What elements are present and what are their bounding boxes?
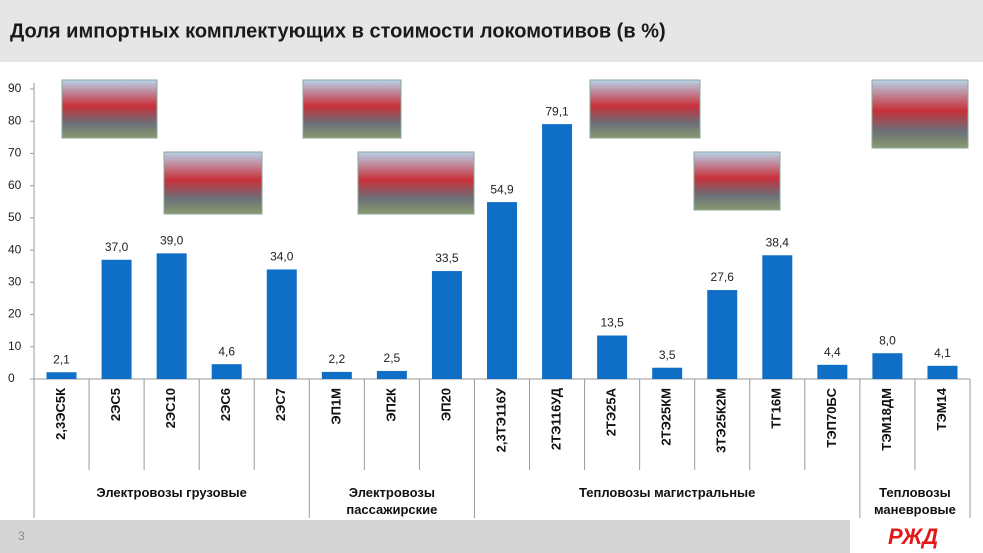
value-label: 54,9 bbox=[490, 182, 514, 196]
value-label: 2,2 bbox=[328, 352, 345, 366]
x-tick-label: ЭП2К bbox=[383, 388, 398, 422]
x-tick-label: 2,3ЭС5К bbox=[53, 388, 68, 440]
group-label: Тепловозы маневровые bbox=[873, 485, 956, 517]
photo bbox=[302, 79, 402, 139]
y-tick-label: 20 bbox=[8, 307, 22, 321]
value-label: 2,5 bbox=[384, 351, 401, 365]
value-label: 4,4 bbox=[824, 345, 841, 359]
title-bar bbox=[0, 0, 983, 62]
y-tick-label: 10 bbox=[8, 339, 22, 353]
value-label: 27,6 bbox=[711, 270, 735, 284]
bar bbox=[652, 367, 683, 379]
bar bbox=[431, 271, 462, 379]
bar bbox=[762, 255, 793, 379]
value-label: 4,1 bbox=[934, 346, 951, 360]
value-label: 8,0 bbox=[879, 333, 896, 347]
chart-title: Доля импортных комплектующих в стоимости… bbox=[10, 20, 666, 42]
bar bbox=[707, 290, 738, 379]
value-label: 4,6 bbox=[218, 344, 235, 358]
x-tick-label: 2ЭС6 bbox=[218, 388, 233, 421]
y-tick-label: 30 bbox=[8, 275, 22, 289]
bar bbox=[597, 335, 628, 379]
photo bbox=[61, 79, 158, 139]
photo bbox=[357, 151, 475, 215]
value-label: 2,1 bbox=[53, 352, 70, 366]
y-tick-label: 50 bbox=[8, 210, 22, 224]
value-label: 13,5 bbox=[600, 316, 624, 330]
bar bbox=[487, 202, 517, 379]
photo bbox=[589, 79, 701, 139]
x-tick-label: 3ТЭ25К2М bbox=[714, 388, 729, 453]
footer-bar bbox=[0, 520, 983, 553]
x-tick-label: 2ТЭ25КМ bbox=[659, 388, 674, 446]
value-label: 34,0 bbox=[270, 250, 294, 264]
group-label: Тепловозы магистральные bbox=[578, 485, 756, 500]
x-tick-label: ТЭМ18ДМ bbox=[879, 388, 894, 451]
value-label: 37,0 bbox=[105, 240, 129, 254]
bar bbox=[321, 371, 352, 379]
x-tick-label: 2ЭС5 bbox=[108, 388, 123, 421]
value-label: 39,0 bbox=[160, 234, 184, 248]
bar bbox=[872, 353, 903, 379]
x-tick-label: 2ЭС7 bbox=[273, 388, 288, 421]
y-tick-label: 90 bbox=[8, 81, 22, 95]
x-tick-label: 2ЭС10 bbox=[163, 388, 178, 428]
x-tick-label: ЭП1М bbox=[328, 388, 343, 425]
photo bbox=[163, 151, 263, 215]
x-tick-label: ТГ16М bbox=[769, 388, 784, 429]
bar bbox=[211, 364, 242, 379]
value-label: 79,1 bbox=[545, 104, 569, 118]
photo bbox=[871, 79, 969, 149]
y-tick-label: 60 bbox=[8, 178, 22, 192]
x-tick-label: ТЭП70БС bbox=[824, 387, 839, 447]
value-label: 38,4 bbox=[766, 235, 790, 249]
x-tick-label: ЭП20 bbox=[438, 388, 453, 421]
y-tick-label: 80 bbox=[8, 113, 22, 127]
y-tick-label: 0 bbox=[8, 371, 15, 385]
x-tick-label: 2ТЭ25А bbox=[604, 387, 619, 436]
x-tick-label: ТЭМ14 bbox=[934, 387, 949, 430]
group-label: Электровозы пассажирские bbox=[346, 485, 438, 517]
logo-area bbox=[850, 520, 983, 553]
bar bbox=[266, 269, 297, 379]
bar bbox=[542, 124, 573, 379]
bar bbox=[101, 259, 132, 379]
y-tick-label: 40 bbox=[8, 242, 22, 256]
bar bbox=[376, 370, 407, 379]
page-number: 3 bbox=[18, 529, 25, 543]
x-tick-label: 2ТЭ116УД bbox=[548, 387, 563, 450]
value-label: 33,5 bbox=[435, 251, 459, 265]
bar bbox=[46, 372, 77, 379]
y-tick-label: 70 bbox=[8, 146, 22, 160]
bar bbox=[156, 253, 187, 379]
photos bbox=[61, 79, 969, 215]
value-label: 3,5 bbox=[659, 348, 676, 362]
bar bbox=[817, 364, 848, 379]
group-label: Электровозы грузовые bbox=[96, 485, 247, 500]
logo: РЖД bbox=[888, 524, 938, 549]
bar bbox=[927, 365, 958, 379]
x-tick-label: 2,3ТЭ116У bbox=[493, 387, 508, 452]
photo bbox=[693, 151, 781, 211]
